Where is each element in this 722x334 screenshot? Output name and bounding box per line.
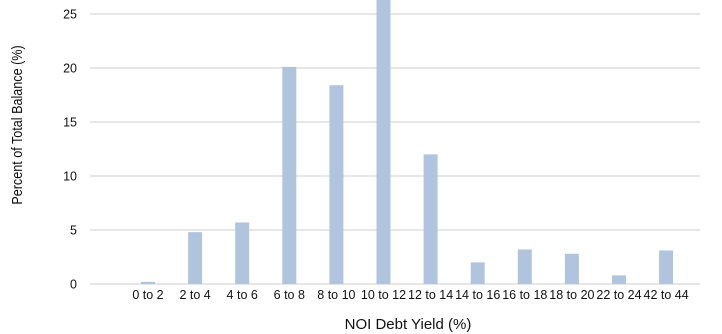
y-tick-labels: 0 5 10 15 20 25: [63, 8, 77, 292]
x-tick-label: 42 to 44: [644, 288, 689, 302]
x-tick-label: 2 to 4: [179, 288, 210, 302]
bar-6-to-8: [282, 66, 297, 284]
y-axis-title: Percent of Total Balance (%): [8, 45, 25, 204]
x-tick-label: 6 to 8: [274, 288, 305, 302]
x-tick-label: 8 to 10: [317, 288, 355, 302]
x-axis-title: NOI Debt Yield (%): [345, 316, 472, 333]
bar-22-to-24: [612, 275, 626, 284]
x-tick-label: 0 to 2: [132, 288, 163, 302]
bars: [141, 0, 674, 285]
bar-0-to-2: [141, 281, 155, 284]
x-tick-label: 14 to 16: [455, 288, 500, 302]
bar-12-to-14: [423, 154, 438, 284]
bar-16-to-18: [517, 249, 532, 284]
bar-10-to-12: [376, 0, 391, 285]
bar-8-to-10: [329, 85, 344, 284]
y-tick-label: 15: [63, 116, 77, 130]
x-tick-label: 12 to 14: [408, 288, 453, 302]
y-tick-label: 20: [63, 62, 77, 76]
bar-18-to-20: [564, 253, 579, 284]
gridlines: [90, 13, 700, 285]
x-tick-label: 18 to 20: [549, 288, 594, 302]
x-tick-label: 4 to 6: [227, 288, 258, 302]
x-tick-label: 10 to 12: [361, 288, 406, 302]
y-tick-label: 5: [70, 224, 77, 238]
bar-14-to-16: [470, 262, 485, 284]
x-tick-label: 22 to 24: [596, 288, 641, 302]
bar-4-to-6: [235, 222, 250, 284]
y-tick-label: 0: [70, 278, 77, 292]
x-tick-label: 16 to 18: [502, 288, 547, 302]
bar-42-to-44: [659, 250, 674, 284]
y-tick-label: 10: [63, 170, 77, 184]
y-tick-label: 25: [63, 8, 77, 22]
bar-2-to-4: [188, 232, 203, 284]
